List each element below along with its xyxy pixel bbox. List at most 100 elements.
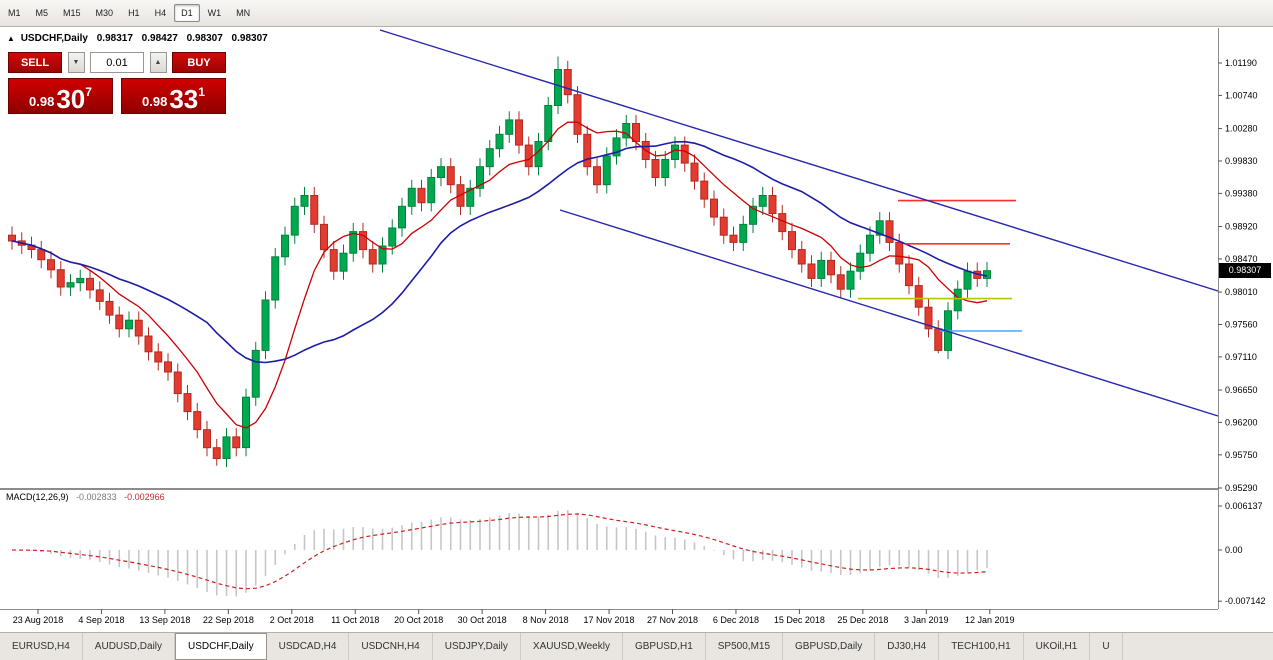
chart-frame <box>0 28 1219 610</box>
candles-layer <box>8 56 991 468</box>
buy-button[interactable]: BUY <box>172 52 226 73</box>
svg-text:22 Sep 2018: 22 Sep 2018 <box>203 615 254 625</box>
chart-tab-u[interactable]: U <box>1090 633 1123 660</box>
chart-title: ▲ USDCHF,Daily 0.98317 0.98427 0.98307 0… <box>7 33 268 44</box>
svg-text:0.96200: 0.96200 <box>1225 417 1258 427</box>
chart-tab-audusd-daily[interactable]: AUDUSD,Daily <box>83 633 176 660</box>
timeframe-toolbar: M1 M5 M15 M30 H1 H4 D1 W1 MN <box>0 0 1273 27</box>
svg-text:25 Dec 2018: 25 Dec 2018 <box>837 615 888 625</box>
svg-text:0.98470: 0.98470 <box>1225 254 1258 264</box>
svg-text:23 Aug 2018: 23 Aug 2018 <box>13 615 64 625</box>
drawn-objects <box>379 29 1219 417</box>
svg-text:1.01190: 1.01190 <box>1225 58 1257 68</box>
ma-fast-line <box>11 121 988 429</box>
ma-slow-line <box>11 140 988 364</box>
chart-tab-gbpusd-daily[interactable]: GBPUSD,Daily <box>783 633 876 660</box>
macd-name: MACD(12,26,9) <box>6 492 69 502</box>
buy-price-pipette: 1 <box>198 85 205 99</box>
chart-tab-xauusd-weekly[interactable]: XAUUSD,Weekly <box>521 633 623 660</box>
svg-text:2 Oct 2018: 2 Oct 2018 <box>270 615 314 625</box>
svg-text:20 Oct 2018: 20 Oct 2018 <box>394 615 443 625</box>
svg-text:4 Sep 2018: 4 Sep 2018 <box>78 615 124 625</box>
date-axis: 23 Aug 2018 4 Sep 2018 13 Sep 2018 22 Sep 2… <box>13 609 1015 625</box>
svg-text:0.99830: 0.99830 <box>1225 156 1258 166</box>
svg-text:0.006137: 0.006137 <box>1225 501 1263 511</box>
svg-text:13 Sep 2018: 13 Sep 2018 <box>139 615 190 625</box>
macd-signal-value: -0.002966 <box>124 492 165 502</box>
trade-panel-prices: 0.98 30 7 0.98 33 1 <box>8 78 226 114</box>
chart-tab-sp500-m15[interactable]: SP500,M15 <box>706 633 784 660</box>
svg-text:0.95750: 0.95750 <box>1225 450 1258 460</box>
price-axis: 1.01190 1.00740 1.00280 0.99830 0.99380 0.989… <box>1218 58 1266 606</box>
lot-decrease-button[interactable]: ▼ <box>67 52 85 73</box>
ohlc-high: 0.98427 <box>141 33 178 44</box>
chart-tab-usdchf-daily[interactable]: USDCHF,Daily <box>175 633 267 660</box>
svg-text:0.97560: 0.97560 <box>1225 319 1258 329</box>
lot-increase-button[interactable]: ▲ <box>149 52 167 73</box>
channel-upper-line <box>379 29 1219 292</box>
svg-text:6 Dec 2018: 6 Dec 2018 <box>713 615 759 625</box>
macd-main-value: -0.002833 <box>76 492 117 502</box>
svg-text:27 Nov 2018: 27 Nov 2018 <box>647 615 698 625</box>
chart-tab-usdcad-h4[interactable]: USDCAD,H4 <box>267 633 350 660</box>
svg-text:0.99380: 0.99380 <box>1225 188 1258 198</box>
ohlc-close: 0.98307 <box>231 33 268 44</box>
chart-symbol-label: USDCHF,Daily <box>20 33 88 44</box>
timeframe-button-w1[interactable]: W1 <box>207 8 222 18</box>
svg-text:3 Jan 2019: 3 Jan 2019 <box>904 615 949 625</box>
lot-size-input[interactable] <box>90 52 144 73</box>
chart-tab-eurusd-h4[interactable]: EURUSD,H4 <box>0 633 83 660</box>
chart-tab-usdjpy-daily[interactable]: USDJPY,Daily <box>433 633 521 660</box>
sell-price-base: 0.98 <box>29 94 55 110</box>
svg-text:0.97110: 0.97110 <box>1225 352 1257 362</box>
chart-window-icon: ▲ <box>7 34 15 43</box>
timeframe-button-m30[interactable]: M30 <box>95 8 114 18</box>
svg-text:8 Nov 2018: 8 Nov 2018 <box>523 615 569 625</box>
svg-text:1.00280: 1.00280 <box>1225 124 1258 134</box>
timeframe-button-m5[interactable]: M5 <box>35 8 49 18</box>
timeframe-button-h1[interactable]: H1 <box>128 8 140 18</box>
svg-text:11 Oct 2018: 11 Oct 2018 <box>331 615 379 625</box>
buy-price-button[interactable]: 0.98 33 1 <box>121 78 226 114</box>
svg-text:12 Jan 2019: 12 Jan 2019 <box>965 615 1015 625</box>
svg-text:15 Dec 2018: 15 Dec 2018 <box>774 615 825 625</box>
buy-price-pips: 33 <box>169 83 199 114</box>
sell-button[interactable]: SELL <box>8 52 62 73</box>
ohlc-open: 0.98317 <box>96 33 133 44</box>
current-price-tag: 0.98307 <box>1219 262 1271 278</box>
svg-text:30 Oct 2018: 30 Oct 2018 <box>458 615 507 625</box>
chart-tab-ukoil-h1[interactable]: UKOil,H1 <box>1024 633 1091 660</box>
sell-price-button[interactable]: 0.98 30 7 <box>8 78 113 114</box>
svg-text:0.98010: 0.98010 <box>1225 287 1258 297</box>
svg-text:-0.007142: -0.007142 <box>1225 596 1266 606</box>
channel-lower-line <box>559 209 1219 417</box>
trade-panel-controls: SELL ▼ ▲ BUY <box>8 52 226 73</box>
svg-text:0.95290: 0.95290 <box>1225 483 1258 493</box>
ohlc-low: 0.98307 <box>186 33 223 44</box>
timeframe-button-m1[interactable]: M1 <box>8 8 21 18</box>
svg-text:0.98920: 0.98920 <box>1225 222 1258 232</box>
macd-signal-line <box>11 513 988 590</box>
sell-price-pips: 30 <box>56 83 86 114</box>
timeframe-button-d1[interactable]: D1 <box>174 4 200 22</box>
timeframe-button-m15[interactable]: M15 <box>63 8 81 18</box>
chart-tab-tech100-h1[interactable]: TECH100,H1 <box>939 633 1024 660</box>
timeframe-button-h4[interactable]: H4 <box>154 8 167 18</box>
chart-tabs-bar: EURUSD,H4 AUDUSD,Daily USDCHF,Daily USDCAD,… <box>0 632 1273 660</box>
macd-histogram <box>20 510 988 597</box>
chevron-down-icon: ▼ <box>72 59 80 66</box>
chart-tab-gbpusd-h1[interactable]: GBPUSD,H1 <box>623 633 706 660</box>
svg-text:0.00: 0.00 <box>1225 545 1243 555</box>
timeframe-button-mn[interactable]: MN <box>236 8 251 18</box>
one-click-trading-panel: SELL ▼ ▲ BUY 0.98 30 7 0.98 33 1 <box>8 52 226 114</box>
chart-window: 1.01190 1.00740 1.00280 0.99830 0.99380 0.989… <box>0 28 1273 632</box>
chart-tab-usdcnh-h4[interactable]: USDCNH,H4 <box>349 633 433 660</box>
buy-price-base: 0.98 <box>142 94 168 110</box>
price-chart-svg[interactable]: 1.01190 1.00740 1.00280 0.99830 0.99380 0.989… <box>0 28 1273 632</box>
svg-text:1.00740: 1.00740 <box>1225 90 1258 100</box>
chart-tab-dj30-h4[interactable]: DJ30,H4 <box>875 633 940 660</box>
sell-price-pipette: 7 <box>85 85 92 99</box>
svg-text:0.96650: 0.96650 <box>1225 385 1258 395</box>
macd-indicator-label: MACD(12,26,9) -0.002833 -0.002966 <box>6 492 165 502</box>
chevron-up-icon: ▲ <box>154 59 162 66</box>
